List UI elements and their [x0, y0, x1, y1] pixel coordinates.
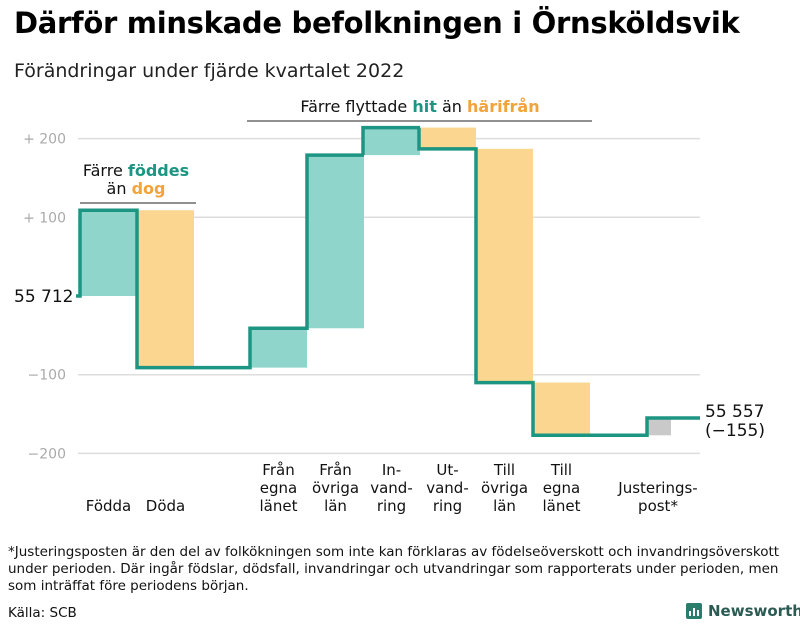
y-tick-label: + 200: [23, 132, 66, 148]
x-tick-label: Justerings-post*: [617, 479, 697, 515]
waterfall-chart: + 200 + 100 −100 −200 Födda Döda Från egna länet…: [14, 97, 765, 515]
chart-subtitle: Förändringar under fjärde kvartalet 2022: [14, 60, 405, 82]
bar: [476, 148, 533, 383]
annotation-text: Färre flyttade hit än härifrån: [300, 97, 539, 116]
bar: [363, 127, 420, 156]
end-change-label: (−155): [705, 421, 765, 441]
y-tick-label: + 100: [23, 210, 66, 226]
y-tick-label: −100: [28, 368, 66, 384]
source-label: Källa: SCB: [8, 605, 77, 621]
x-tick-label: Döda: [146, 497, 185, 515]
x-tick-label: Från egna länet: [260, 461, 298, 515]
start-value-label: 55 712: [14, 287, 73, 307]
y-tick-label: −200: [28, 446, 66, 462]
x-tick-label: Till egna länet: [543, 461, 581, 515]
chart-title: Därför minskade befolkningen i Örnskölds…: [14, 6, 740, 40]
bar: [419, 127, 476, 149]
series-line: [76, 125, 700, 438]
bar: [80, 210, 137, 296]
x-tick-label: Från övriga län: [312, 461, 359, 515]
bar: [307, 155, 364, 329]
footnote: *Justeringsposten är den del av folkökni…: [8, 544, 780, 594]
bar: [250, 328, 307, 368]
bar: [533, 382, 590, 436]
x-tick-label: Födda: [86, 497, 132, 515]
x-tick-label: Ut-vand-ring: [426, 461, 469, 515]
annotation-text: Färre föddes: [83, 161, 189, 180]
chart-logo-icon: [686, 603, 702, 619]
brand-logo: Newsworthy: [686, 602, 800, 620]
bar: [137, 210, 194, 368]
x-tick-label: In-vand-ring: [370, 461, 413, 515]
end-value-label: 55 557: [705, 402, 764, 422]
bar: [647, 417, 671, 436]
annotation-text: än dog: [107, 179, 166, 198]
brand-name: Newsworthy: [708, 602, 800, 620]
x-tick-label: Till övriga län: [481, 461, 528, 515]
